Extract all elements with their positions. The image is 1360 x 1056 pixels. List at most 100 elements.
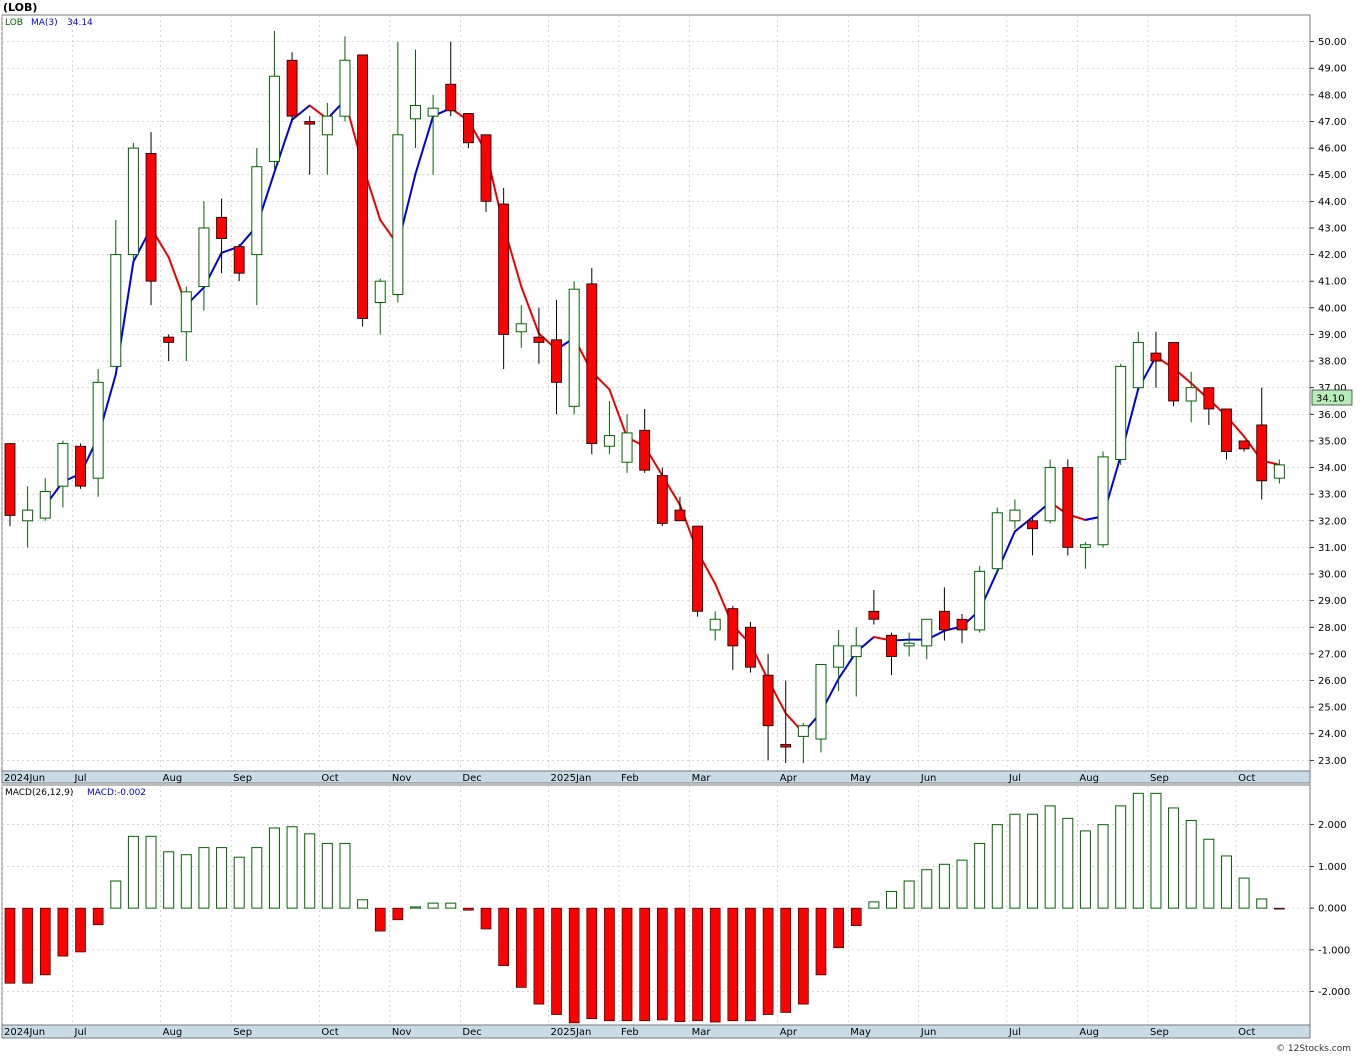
price-grid	[1, 15, 1310, 771]
candle	[868, 589, 880, 625]
price-tick-label: 43.00	[1318, 223, 1347, 234]
macd-bar-negative	[586, 907, 598, 1020]
candle	[127, 142, 139, 260]
price-tick-label: 46.00	[1318, 144, 1347, 155]
price-tick-label: 24.00	[1318, 729, 1347, 740]
candle-body-down	[868, 610, 880, 620]
ma-segment	[273, 118, 294, 174]
candle-body-up	[991, 512, 1003, 570]
candle	[75, 443, 86, 489]
candle-body-up	[903, 642, 915, 647]
price-tick-label: 34.00	[1318, 463, 1347, 474]
price-tick-label: 30.00	[1318, 570, 1347, 581]
macd-bar-positive	[1009, 813, 1021, 909]
candle-body-down	[1062, 467, 1074, 548]
x-tick-label: Aug	[163, 1027, 183, 1038]
macd-bar-negative	[850, 907, 862, 926]
x-tick-label: Jul	[1008, 773, 1021, 784]
macd-bar-positive	[233, 856, 245, 909]
candle-body-up	[515, 323, 527, 333]
candle	[815, 664, 827, 753]
candle-body-up	[568, 288, 580, 407]
candle-body-up	[374, 280, 386, 303]
macd-value: MACD:-0.002	[87, 788, 146, 798]
candle-body-down	[956, 618, 968, 631]
candle-body-up	[621, 432, 633, 463]
candle	[374, 278, 386, 335]
macd-bar-negative	[798, 907, 809, 1005]
macd-bar-negative	[727, 907, 739, 1022]
candle	[639, 408, 651, 473]
candle	[938, 587, 950, 641]
x-tick-label: Dec	[462, 1027, 481, 1038]
candle	[886, 632, 897, 676]
candle-body-down	[727, 608, 739, 647]
ma-label: MA(3)	[31, 18, 58, 28]
macd-bar-positive	[1027, 813, 1039, 909]
candle	[568, 281, 580, 415]
candle	[1221, 408, 1232, 460]
macd-bar-positive	[268, 827, 280, 909]
macd-bar-positive	[321, 842, 333, 909]
footer-copyright: © 12Stocks.com	[1276, 1044, 1351, 1054]
candle	[956, 613, 968, 644]
candle-body-up	[815, 664, 827, 740]
macd-bars	[4, 792, 1285, 1024]
macd-bar-positive	[886, 890, 897, 909]
candle-body-up	[39, 490, 51, 519]
candle-body-down	[4, 443, 16, 516]
macd-bar-negative	[498, 907, 509, 967]
macd-bar-positive	[1256, 898, 1268, 909]
macd-bar-negative	[639, 907, 650, 1022]
candle	[462, 113, 474, 149]
x-tick-label: Feb	[621, 773, 639, 784]
candle-body-down	[498, 203, 510, 335]
candle-body-down	[1221, 408, 1232, 452]
macd-x-axis: 2024Jun Jul Aug Sep Oct Nov Dec 2025Jan Feb Mar Ap…	[4, 1027, 1255, 1038]
price-tick-label: 38.00	[1318, 357, 1347, 368]
macd-bar-negative	[1274, 907, 1285, 910]
candle-body-up	[709, 618, 721, 631]
candle-body-down	[480, 134, 492, 202]
macd-bar-positive	[286, 826, 298, 909]
x-tick-label: Oct	[1238, 1027, 1255, 1038]
candle-body-down	[145, 153, 157, 282]
candle	[921, 618, 933, 660]
macd-bar-negative	[92, 907, 104, 926]
candle-body-down	[692, 525, 703, 612]
x-tick-label: Oct	[321, 1027, 338, 1038]
candle-body-down	[1150, 352, 1162, 362]
x-tick-label: Jun	[920, 1027, 937, 1038]
x-tick-label: Oct	[1238, 773, 1255, 784]
candle-body-up	[603, 435, 615, 447]
macd-bar-negative	[551, 907, 562, 1015]
macd-bar-positive	[1238, 877, 1250, 909]
macd-bar-positive	[427, 902, 439, 909]
candle	[974, 566, 986, 633]
candle-body-up	[974, 570, 986, 631]
candle-body-up	[392, 134, 404, 296]
candle-body-up	[1044, 467, 1056, 522]
candle	[727, 605, 739, 670]
candle	[1027, 515, 1038, 556]
candle-body-down	[1203, 387, 1215, 410]
candle	[1115, 363, 1127, 465]
candle	[745, 621, 756, 673]
candle	[621, 414, 633, 473]
candle-body-down	[1256, 424, 1268, 482]
candle	[22, 486, 34, 548]
price-tick-label: 39.00	[1318, 330, 1347, 341]
x-tick-label: Sep	[1150, 1027, 1169, 1038]
candle	[409, 49, 421, 149]
macd-bar-negative	[374, 907, 386, 932]
candle-body-up	[427, 107, 439, 117]
last-price-label: 34.10	[1316, 394, 1345, 405]
x-tick-label: Jul	[74, 773, 87, 784]
macd-bar-positive	[1185, 819, 1197, 909]
price-tick-label: 45.00	[1318, 170, 1347, 181]
macd-bar-positive	[1097, 824, 1109, 909]
macd-bar-negative	[692, 907, 703, 1022]
candle-body-up	[1009, 509, 1021, 522]
macd-bar-negative	[39, 907, 51, 976]
